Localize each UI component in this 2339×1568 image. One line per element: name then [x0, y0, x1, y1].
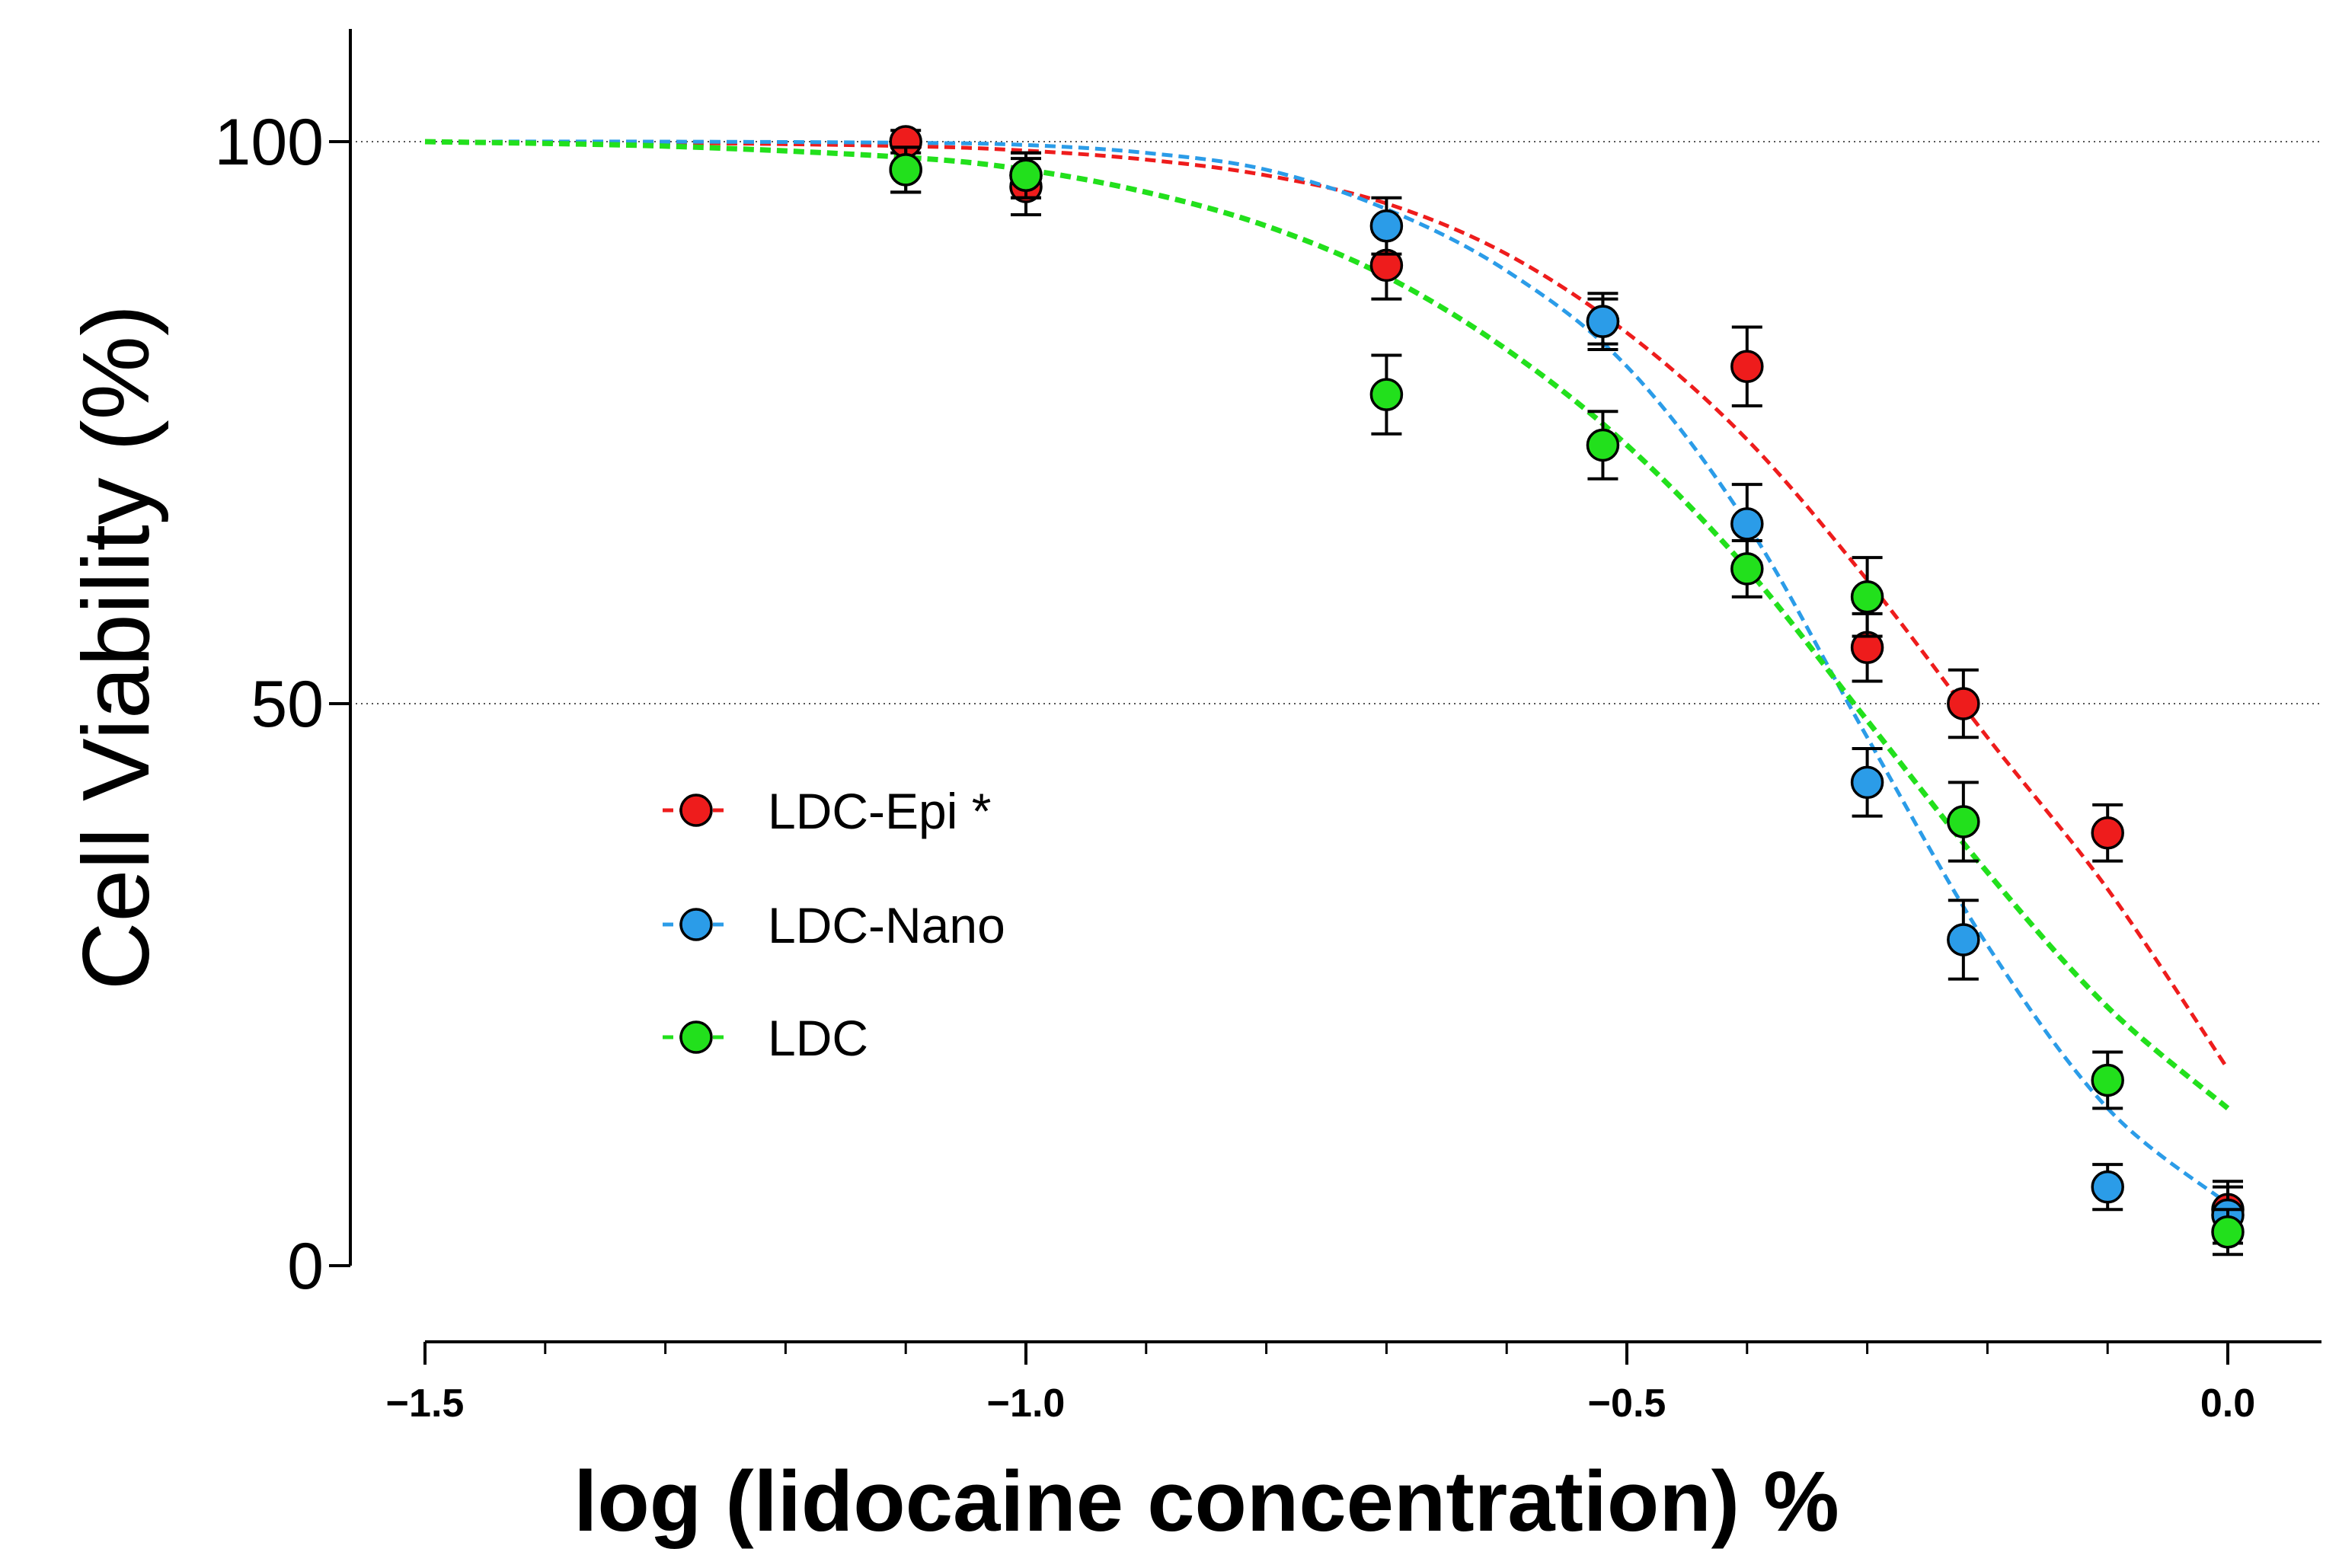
x-tick-label: −0.5 [1588, 1381, 1666, 1426]
legend-label: LDC-Nano [768, 897, 1005, 953]
data-point-ldc [889, 145, 922, 194]
marker [889, 153, 922, 187]
y-axis-label: Cell Viability (%) [64, 305, 169, 990]
data-point-ldc [2211, 1208, 2245, 1257]
data-point-ldc [1947, 781, 1980, 863]
x-ticks: −1.5 −1.0 −0.5 0.0 [386, 1342, 2255, 1426]
data-point-ldc [1730, 538, 1764, 599]
x-tick-label: −1.0 [987, 1381, 1066, 1426]
x-tick-label: −1.5 [386, 1381, 465, 1426]
data-point-ldc [2091, 1050, 2124, 1110]
legend: LDC-Epi * LDC-Nano LDC [663, 783, 1005, 1066]
marker [1730, 507, 1764, 541]
data-point-ldc-nano [2091, 1163, 2124, 1212]
data-point-ldc [1369, 353, 1404, 436]
legend-marker [679, 1020, 713, 1054]
marker [1009, 158, 1043, 193]
marker [1586, 305, 1620, 338]
marker [1947, 805, 1980, 838]
axes [349, 29, 2321, 1343]
data-point-ldc [1009, 151, 1043, 200]
y-ticks: 0 50 100 [215, 106, 350, 1303]
marker [1369, 378, 1404, 411]
data-point-ldc-epi [2091, 803, 2124, 863]
legend-label: LDC-Epi * [768, 783, 991, 839]
x-axis-label: log (lidocaine concentration) % [574, 1454, 1839, 1549]
marker [2091, 816, 2124, 850]
marker [1586, 428, 1620, 462]
fit-curve-ldc [424, 139, 2230, 1111]
legend-item-ldc-nano: LDC-Nano [663, 897, 1005, 953]
data-point-ldc [1850, 556, 1884, 638]
y-tick-label-100: 100 [215, 106, 324, 179]
data-point-ldc-epi [1947, 668, 1980, 739]
y-tick-label-0: 0 [287, 1230, 324, 1303]
data-point-ldc-nano [1850, 747, 1884, 818]
marker [1730, 350, 1764, 383]
marker [2211, 1215, 2245, 1249]
data-points [889, 125, 2245, 1257]
marker [1947, 687, 1980, 720]
data-point-ldc-nano [1369, 196, 1404, 256]
marker [1850, 580, 1884, 614]
data-point-ldc-epi [1730, 325, 1764, 407]
x-tick-label: 0.0 [2200, 1381, 2255, 1426]
data-point-ldc-nano [1947, 899, 1980, 981]
marker [1369, 209, 1404, 243]
data-point-ldc [1586, 410, 1620, 481]
legend-marker [679, 794, 713, 827]
legend-item-ldc: LDC [663, 1010, 868, 1066]
legend-marker [679, 908, 713, 941]
legend-label: LDC [768, 1010, 868, 1066]
legend-item-ldc-epi: LDC-Epi * [663, 783, 991, 839]
marker [1947, 923, 1980, 956]
y-tick-label-50: 50 [251, 668, 324, 741]
gridlines [350, 141, 2321, 704]
fit-curve-ldc-epi- [424, 139, 2230, 1071]
marker [2091, 1170, 2124, 1204]
data-point-ldc-nano [1586, 292, 1620, 352]
marker [1730, 552, 1764, 586]
marker [1850, 765, 1884, 800]
marker [2091, 1063, 2124, 1097]
